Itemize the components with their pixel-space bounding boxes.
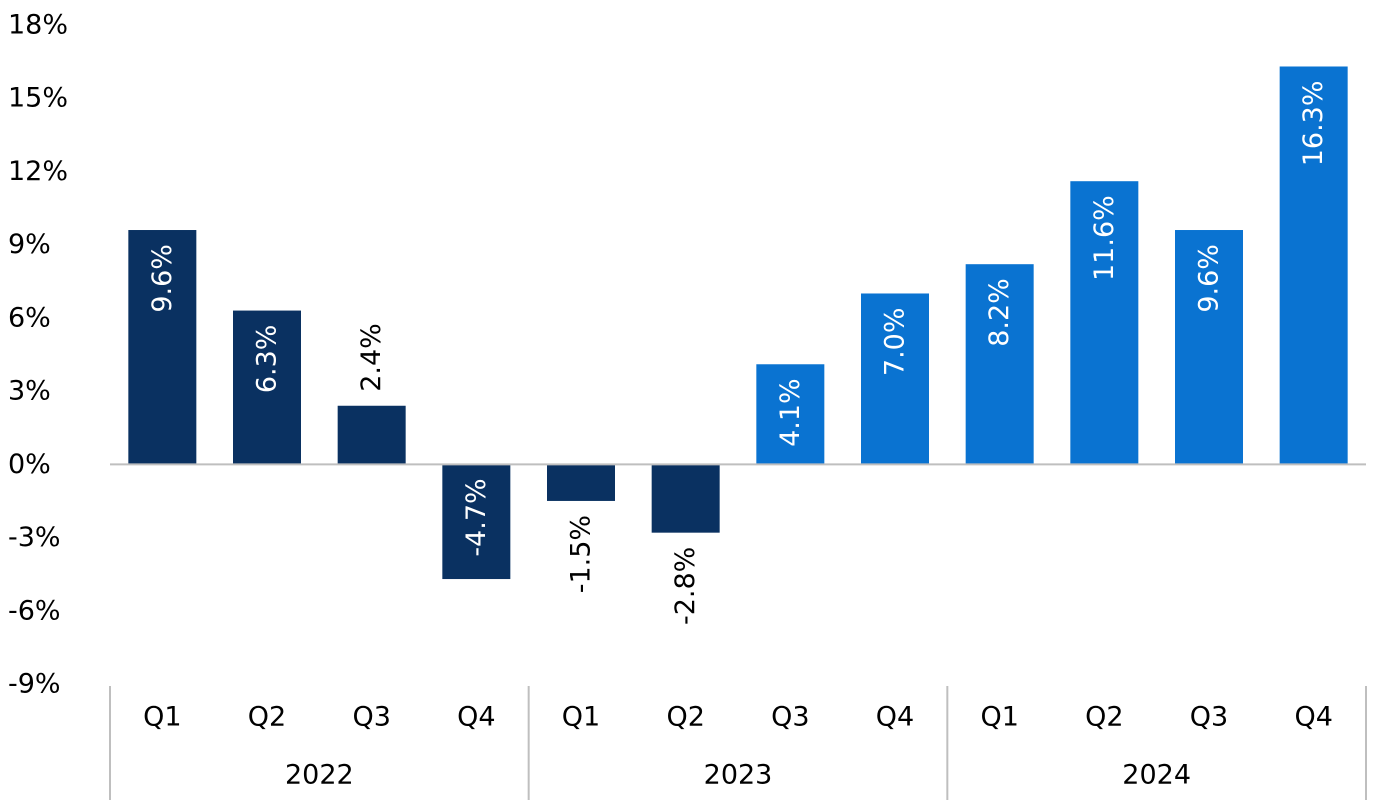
x-tick-label: Q1 [980,702,1018,733]
bar [442,464,511,580]
group-label: 2022 [285,760,354,791]
data-label: -4.7% [461,478,492,556]
data-labels: 9.6% 6.3% 2.4% -4.7% -1.5% -2.8% 4.1% 7.0% 8.2% 1… [147,80,1329,625]
bar [965,264,1034,465]
x-tick-label: Q4 [876,702,914,733]
x-tick-label: Q3 [771,702,809,733]
data-label: 8.2% [984,278,1015,347]
data-label: 9.6% [147,244,178,313]
x-tick-label: Q3 [1190,702,1228,733]
bar [756,364,825,465]
x-tick-label: Q4 [457,702,495,733]
bar [651,464,720,533]
y-tick-label: 15% [8,83,68,114]
data-label: 16.3% [1298,80,1329,166]
data-label: 7.0% [880,307,911,376]
bar [1070,181,1139,465]
x-tick-label: Q1 [562,702,600,733]
bar [337,405,406,465]
bar [547,464,615,501]
x-tick-label: Q2 [666,702,704,733]
data-label: 6.3% [252,325,283,394]
x-axis: Q1 Q2 Q3 Q4 Q1 Q2 Q3 Q4 Q1 Q2 Q3 Q4 2022 2023 2024 [109,686,1367,800]
bars [110,66,1366,580]
x-tick-label: Q3 [352,702,390,733]
data-label: 2.4% [356,323,387,392]
group-label: 2024 [1122,760,1191,791]
y-tick-label: 3% [8,376,51,407]
data-label: 9.6% [1194,244,1225,313]
x-tick-label: Q2 [1085,702,1123,733]
x-tick-label: Q2 [248,702,286,733]
bar [861,293,929,465]
x-tick-label: Q1 [143,702,181,733]
data-label: 11.6% [1089,195,1120,281]
y-tick-label: -3% [8,522,61,553]
bar [1279,66,1348,465]
group-label: 2023 [704,760,773,791]
y-tick-label: -9% [8,669,61,700]
y-tick-label: 12% [8,156,68,187]
data-label: 4.1% [775,378,806,447]
x-tick-label: Q4 [1294,702,1332,733]
data-label: -2.8% [670,547,701,625]
y-tick-label: 9% [8,229,51,260]
y-tick-label: 6% [8,302,51,333]
bar [1175,230,1243,465]
y-axis: 18% 15% 12% 9% 6% 3% 0% -3% -6% -9% [8,10,68,700]
y-tick-label: 18% [8,10,68,41]
y-tick-label: 0% [8,449,51,480]
data-label: -1.5% [566,515,597,593]
bar [233,310,301,465]
y-tick-label: -6% [8,595,61,626]
bar [128,230,197,465]
